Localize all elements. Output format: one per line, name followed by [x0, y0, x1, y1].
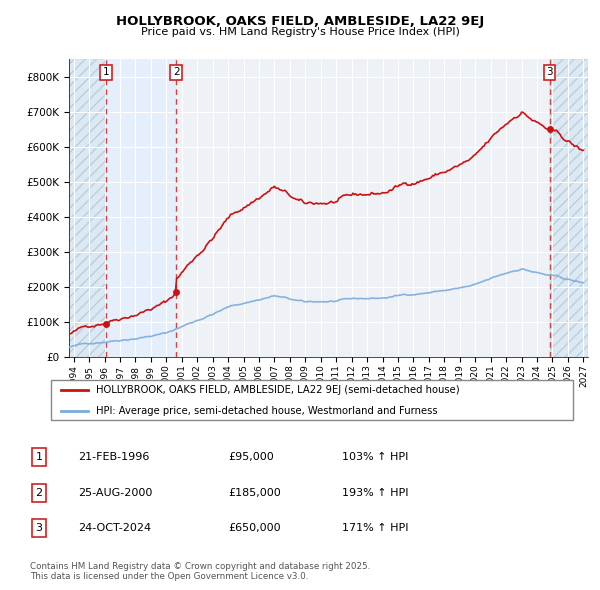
Text: 3: 3	[35, 523, 43, 533]
Text: 1: 1	[103, 67, 110, 77]
Text: 24-OCT-2024: 24-OCT-2024	[78, 523, 151, 533]
Text: 1: 1	[35, 453, 43, 462]
Text: 25-AUG-2000: 25-AUG-2000	[78, 488, 152, 497]
Text: £95,000: £95,000	[228, 453, 274, 462]
Bar	[550, 59, 588, 357]
Text: HOLLYBROOK, OAKS FIELD, AMBLESIDE, LA22 9EJ: HOLLYBROOK, OAKS FIELD, AMBLESIDE, LA22 …	[116, 15, 484, 28]
Text: 2: 2	[35, 488, 43, 497]
Text: £650,000: £650,000	[228, 523, 281, 533]
Text: £185,000: £185,000	[228, 488, 281, 497]
Text: 193% ↑ HPI: 193% ↑ HPI	[342, 488, 409, 497]
Text: Contains HM Land Registry data © Crown copyright and database right 2025.
This d: Contains HM Land Registry data © Crown c…	[30, 562, 370, 581]
Text: 21-FEB-1996: 21-FEB-1996	[78, 453, 149, 462]
FancyBboxPatch shape	[50, 380, 574, 419]
Text: 2: 2	[173, 67, 179, 77]
Bar	[106, 59, 176, 357]
Text: HOLLYBROOK, OAKS FIELD, AMBLESIDE, LA22 9EJ (semi-detached house): HOLLYBROOK, OAKS FIELD, AMBLESIDE, LA22 …	[95, 385, 459, 395]
Text: 171% ↑ HPI: 171% ↑ HPI	[342, 523, 409, 533]
Text: 103% ↑ HPI: 103% ↑ HPI	[342, 453, 409, 462]
Bar	[69, 59, 106, 357]
Text: HPI: Average price, semi-detached house, Westmorland and Furness: HPI: Average price, semi-detached house,…	[95, 406, 437, 416]
Text: Price paid vs. HM Land Registry's House Price Index (HPI): Price paid vs. HM Land Registry's House …	[140, 27, 460, 37]
Text: 3: 3	[546, 67, 553, 77]
